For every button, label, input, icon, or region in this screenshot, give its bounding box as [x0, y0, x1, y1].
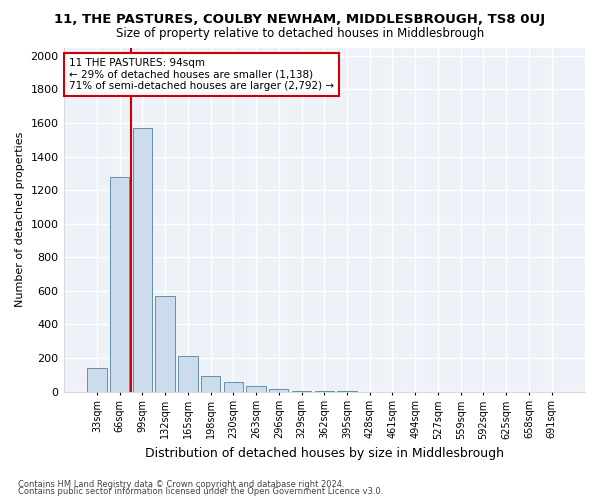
Bar	[269, 389, 289, 392]
Bar	[337, 390, 356, 392]
Bar	[155, 296, 175, 392]
Y-axis label: Number of detached properties: Number of detached properties	[15, 132, 25, 307]
Bar	[133, 128, 152, 392]
Bar	[201, 376, 220, 392]
Bar	[110, 176, 130, 392]
Text: Contains HM Land Registry data © Crown copyright and database right 2024.: Contains HM Land Registry data © Crown c…	[18, 480, 344, 489]
Bar	[87, 368, 107, 392]
Text: Size of property relative to detached houses in Middlesbrough: Size of property relative to detached ho…	[116, 28, 484, 40]
Bar	[247, 386, 266, 392]
Bar	[224, 382, 243, 392]
Bar	[292, 390, 311, 392]
Bar	[314, 390, 334, 392]
Text: 11, THE PASTURES, COULBY NEWHAM, MIDDLESBROUGH, TS8 0UJ: 11, THE PASTURES, COULBY NEWHAM, MIDDLES…	[55, 12, 545, 26]
Bar	[178, 356, 197, 392]
X-axis label: Distribution of detached houses by size in Middlesbrough: Distribution of detached houses by size …	[145, 447, 504, 460]
Text: Contains public sector information licensed under the Open Government Licence v3: Contains public sector information licen…	[18, 487, 383, 496]
Text: 11 THE PASTURES: 94sqm
← 29% of detached houses are smaller (1,138)
71% of semi-: 11 THE PASTURES: 94sqm ← 29% of detached…	[69, 58, 334, 91]
